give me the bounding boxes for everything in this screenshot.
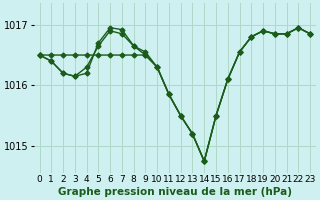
X-axis label: Graphe pression niveau de la mer (hPa): Graphe pression niveau de la mer (hPa) [58, 187, 292, 197]
